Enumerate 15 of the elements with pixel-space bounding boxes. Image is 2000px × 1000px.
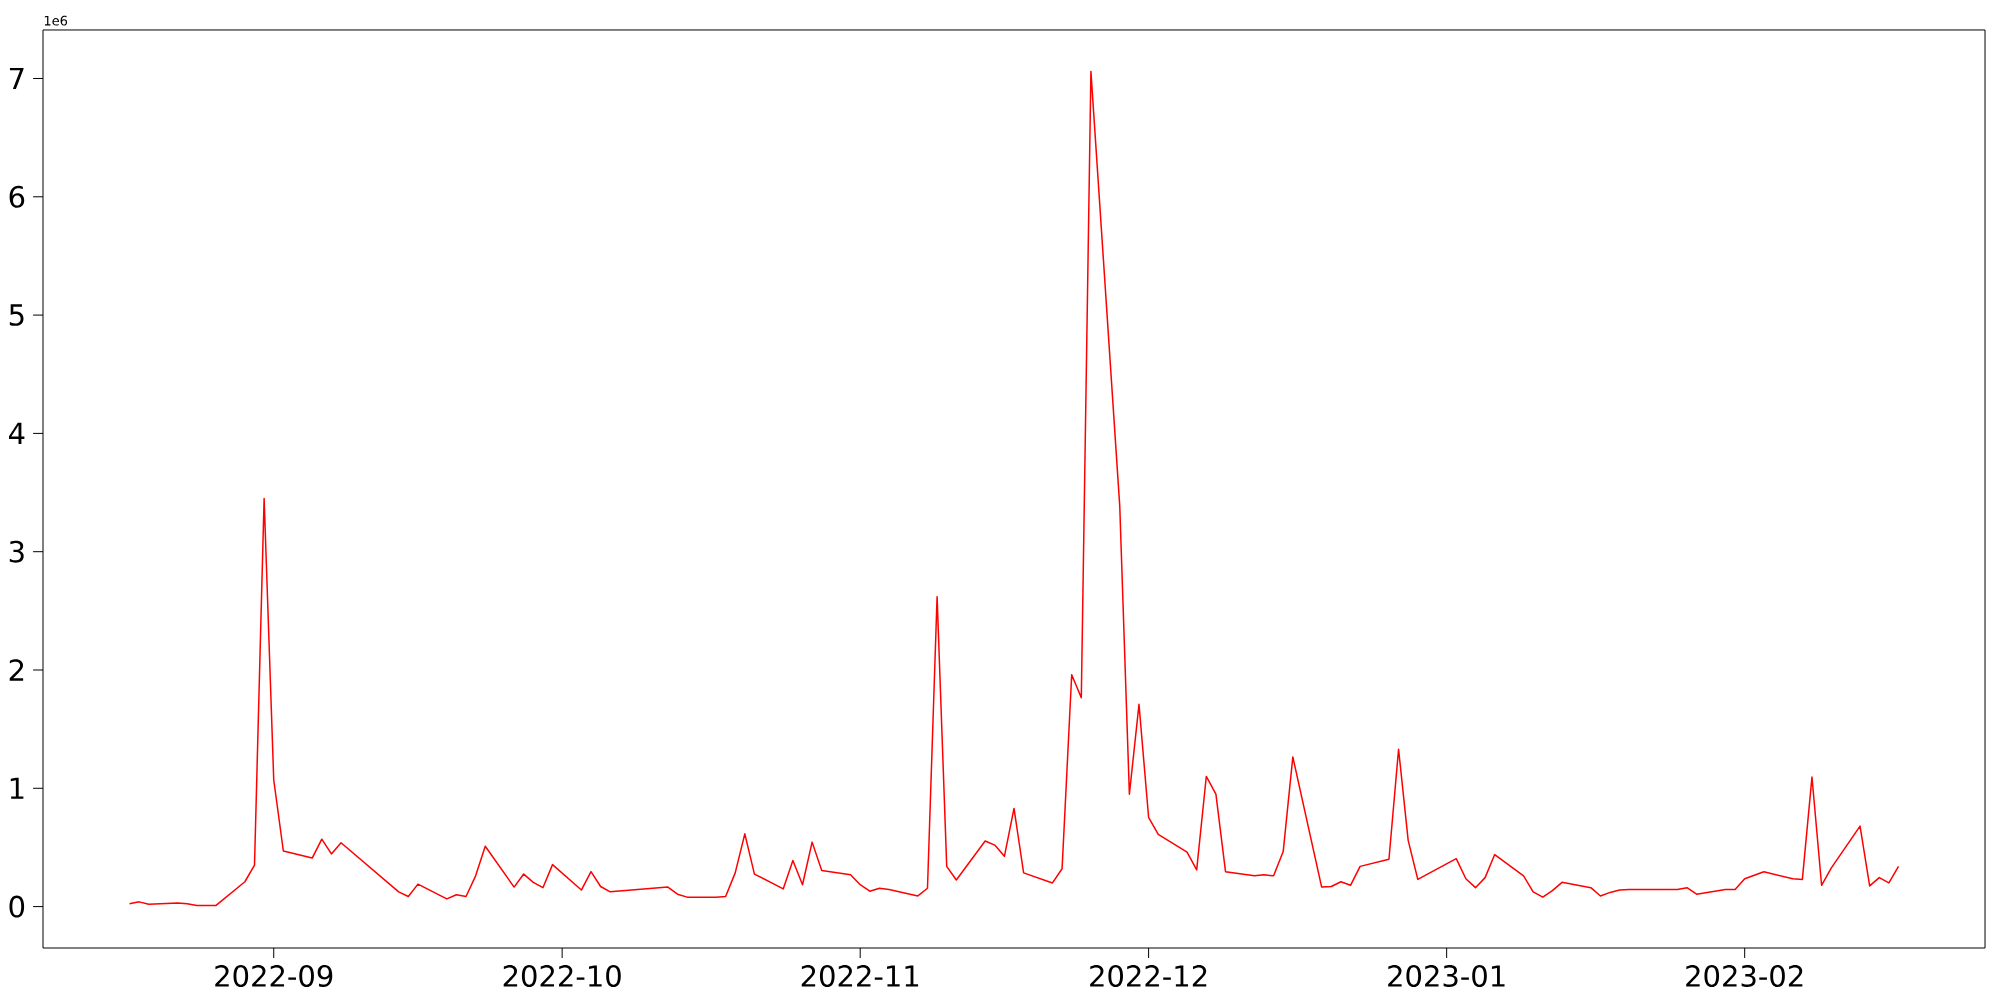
y-tick-label: 4 <box>8 422 25 444</box>
y-tick-label: 0 <box>9 895 25 918</box>
y-tick-label: 5 <box>9 304 24 326</box>
x-tick-label: 2022-11 <box>801 965 919 987</box>
x-tick-label: 2023-01 <box>1388 965 1505 987</box>
y-tick-label: 1 <box>10 777 24 799</box>
x-tick-label: 2022-09 <box>215 965 333 987</box>
y-tick-label: 6 <box>9 185 25 208</box>
y-tick-label: 3 <box>9 540 24 563</box>
text: 1e6 <box>44 15 68 26</box>
y-tick-label: 7 <box>9 67 24 90</box>
x-tick-label: 2023-02 <box>1686 965 1803 987</box>
y-tick-label: 2 <box>9 659 24 681</box>
x-tick-label: 2022-10 <box>503 965 621 987</box>
x-tick-label: 2022-12 <box>1090 965 1207 987</box>
